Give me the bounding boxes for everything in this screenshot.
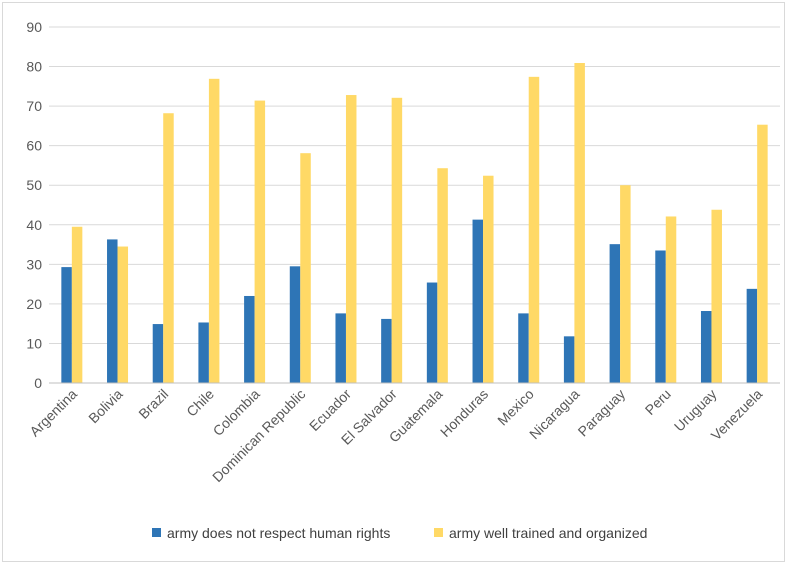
bar-human-rights-peru (655, 250, 666, 383)
bar-well-trained-colombia (254, 100, 266, 383)
bar-human-rights-argentina (61, 267, 72, 383)
x-tick-label: Bolivia (85, 386, 126, 427)
x-tick-label: Chile (183, 386, 217, 420)
bar-well-trained-guatemala (437, 168, 448, 383)
bar-well-trained-mexico (528, 76, 540, 383)
bar-human-rights-bolivia (107, 239, 118, 383)
x-tick-label: Honduras (437, 386, 491, 440)
y-tick-label: 80 (26, 59, 42, 75)
bar-human-rights-venezuela (746, 288, 758, 383)
legend-swatch (434, 528, 443, 537)
x-tick-label: Paraguay (575, 386, 629, 440)
bar-well-trained-paraguay (620, 185, 631, 383)
bar-human-rights-el-salvador (381, 318, 392, 383)
bar-human-rights-dominican-republic (289, 266, 301, 383)
bar-human-rights-chile (198, 322, 209, 383)
legend: army does not respect human rights army w… (152, 525, 647, 541)
bar-human-rights-guatemala (426, 282, 438, 383)
y-tick-label: 60 (26, 138, 42, 154)
x-tick-label: Argentina (26, 386, 80, 440)
bar-well-trained-dominican-republic (300, 153, 311, 383)
bars (61, 62, 768, 384)
y-tick-label: 70 (26, 98, 42, 114)
bar-human-rights-uruguay (700, 311, 712, 383)
y-axis: 0 10 20 30 40 50 60 70 80 90 (26, 19, 42, 391)
x-tick-label: Nicaragua (526, 386, 583, 443)
x-axis: Argentina Bolivia Brazil ChileColombiaDomin… (26, 386, 765, 486)
bar-well-trained-uruguay (711, 209, 722, 383)
x-tick-label: Peru (642, 386, 674, 418)
y-tick-label: 30 (26, 256, 42, 272)
bar-human-rights-honduras (472, 219, 484, 383)
y-tick-label: 90 (26, 19, 42, 35)
y-tick-label: 40 (26, 217, 42, 233)
bar-well-trained-argentina (71, 226, 83, 383)
bar-well-trained-bolivia (117, 246, 129, 383)
bar-well-trained-venezuela (757, 124, 768, 384)
legend-swatch (152, 528, 161, 537)
y-tick-label: 0 (34, 375, 42, 391)
bar-well-trained-peru (665, 216, 677, 383)
bar-human-rights-ecuador (335, 313, 346, 383)
bar-well-trained-honduras (483, 175, 494, 383)
bar-well-trained-nicaragua (574, 62, 585, 384)
y-tick-label: 20 (26, 296, 42, 312)
bar-human-rights-mexico (518, 313, 529, 383)
bar-human-rights-colombia (244, 295, 255, 383)
x-tick-label: Brazil (135, 386, 171, 422)
bar-well-trained-chile (208, 78, 220, 383)
bar-well-trained-brazil (163, 113, 174, 383)
y-tick-label: 50 (26, 177, 42, 193)
x-tick-label: Mexico (494, 386, 537, 429)
bar-human-rights-paraguay (609, 244, 621, 383)
bar-human-rights-nicaragua (563, 336, 575, 383)
legend-label: army well trained and organized (449, 525, 647, 541)
bar-well-trained-ecuador (345, 95, 357, 383)
y-tick-label: 10 (26, 335, 42, 351)
bar-human-rights-brazil (152, 324, 164, 383)
bar-well-trained-el-salvador (391, 97, 403, 383)
legend-label: army does not respect human rights (167, 525, 390, 541)
